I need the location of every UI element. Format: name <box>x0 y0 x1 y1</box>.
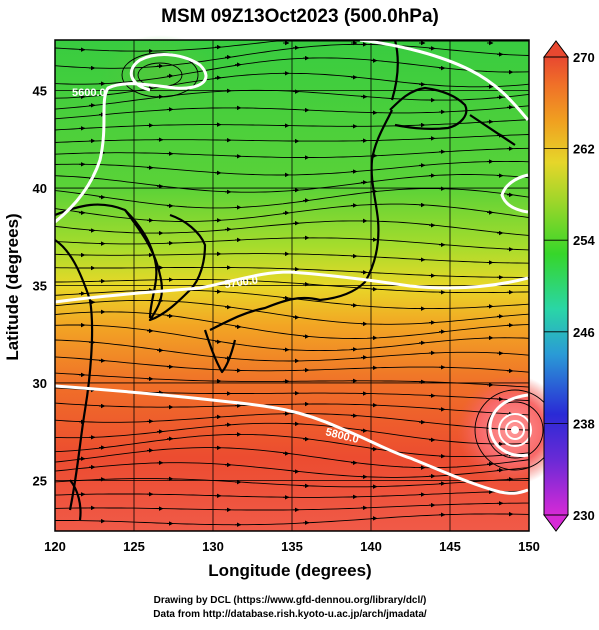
streamline <box>54 413 530 431</box>
x-tick-label: 125 <box>123 539 145 554</box>
colorbar: 270 262 254 246 238 230 <box>543 40 595 532</box>
streamline <box>55 279 530 294</box>
x-tick-label: 145 <box>439 539 461 554</box>
streamline <box>54 356 530 373</box>
colorbar-ticks: 270 262 254 246 238 230 <box>544 50 595 523</box>
streamline <box>54 447 530 469</box>
streamline <box>54 119 530 131</box>
colorbar-tick-label: 254 <box>573 233 595 248</box>
contour-label-5600: 5600.0 <box>72 87 106 99</box>
contour-5800 <box>54 384 529 495</box>
y-tick-label: 45 <box>33 84 47 99</box>
colorbar-top-triangle <box>543 40 569 58</box>
coastline-taiwan <box>69 479 82 521</box>
colorbar-body <box>543 56 569 516</box>
credit-line-1: Drawing by DCL (https://www.gfd-dennou.o… <box>154 595 427 606</box>
colorbar-tick-label: 246 <box>573 325 595 340</box>
y-tick-label: 25 <box>33 473 47 488</box>
streamline <box>54 147 530 158</box>
streamline <box>54 174 530 193</box>
colorbar-bottom-triangle <box>543 514 569 532</box>
streamline <box>54 372 530 388</box>
streamline <box>54 40 529 52</box>
circulation-streamline <box>121 52 199 98</box>
contour-5600-east <box>359 38 530 121</box>
wind-streamlines <box>54 40 556 527</box>
contour-5800-typhoon <box>488 393 529 458</box>
streamline <box>54 513 530 526</box>
streamline <box>54 203 530 222</box>
map-title: MSM 09Z13Oct2023 (500.0hPa) <box>161 6 439 27</box>
streamline <box>54 422 530 445</box>
x-tick-label: 135 <box>281 539 303 554</box>
streamline <box>54 105 530 120</box>
colorbar-tick-label: 230 <box>573 508 595 523</box>
colorbar-tick-label: 262 <box>573 142 595 157</box>
streamline <box>54 299 530 325</box>
coastline-japan-honshu <box>209 109 393 331</box>
streamline <box>54 266 529 278</box>
streamline <box>54 324 530 352</box>
x-axis-ticks: 120 125 130 135 140 145 150 <box>44 539 540 554</box>
contour-5600 <box>54 53 208 224</box>
y-axis-ticks: 25 30 35 40 45 <box>33 84 47 489</box>
streamline <box>54 402 530 416</box>
coastline-hokkaido <box>389 86 468 130</box>
streamline <box>54 160 530 176</box>
credit-line-2: Data from http://database.rish.kyoto-u.a… <box>153 609 427 620</box>
streamline <box>54 220 530 236</box>
y-tick-label: 30 <box>33 376 47 391</box>
streamline <box>54 433 530 458</box>
x-tick-label: 140 <box>360 539 382 554</box>
streamline <box>54 89 530 110</box>
streamline <box>54 134 530 143</box>
low-pressure-center <box>100 35 220 115</box>
contour-5600-ne <box>500 173 529 214</box>
y-tick-label: 35 <box>33 279 47 294</box>
plot-frame <box>54 39 530 532</box>
contour-label-5700: 5700.0 <box>224 274 259 291</box>
streamline <box>54 339 530 362</box>
colorbar-tick-label: 270 <box>573 50 595 65</box>
streamline <box>54 237 530 251</box>
streamline <box>54 490 530 498</box>
colorbar-tick-label: 238 <box>573 416 595 431</box>
streamline <box>54 311 530 339</box>
typhoon-rings <box>498 413 532 447</box>
y-axis-label: Latitude (degrees) <box>3 213 22 360</box>
coastline-korea <box>124 209 207 322</box>
coastline-kyushu <box>203 329 237 374</box>
streamline <box>54 188 530 209</box>
streamline <box>54 289 530 310</box>
x-axis-label: Longitude (degrees) <box>208 561 371 580</box>
x-tick-label: 120 <box>44 539 66 554</box>
streamline <box>54 502 529 511</box>
streamline <box>54 253 530 264</box>
plot-area: 5600.0 5700.0 5800.0 <box>54 35 567 532</box>
y-tick-label: 40 <box>33 181 47 196</box>
circulation-streamline <box>486 401 544 459</box>
x-tick-label: 150 <box>518 539 540 554</box>
height-contours <box>54 38 530 495</box>
x-tick-label: 130 <box>202 539 224 554</box>
contour-5700 <box>54 270 529 304</box>
streamline <box>54 478 530 488</box>
